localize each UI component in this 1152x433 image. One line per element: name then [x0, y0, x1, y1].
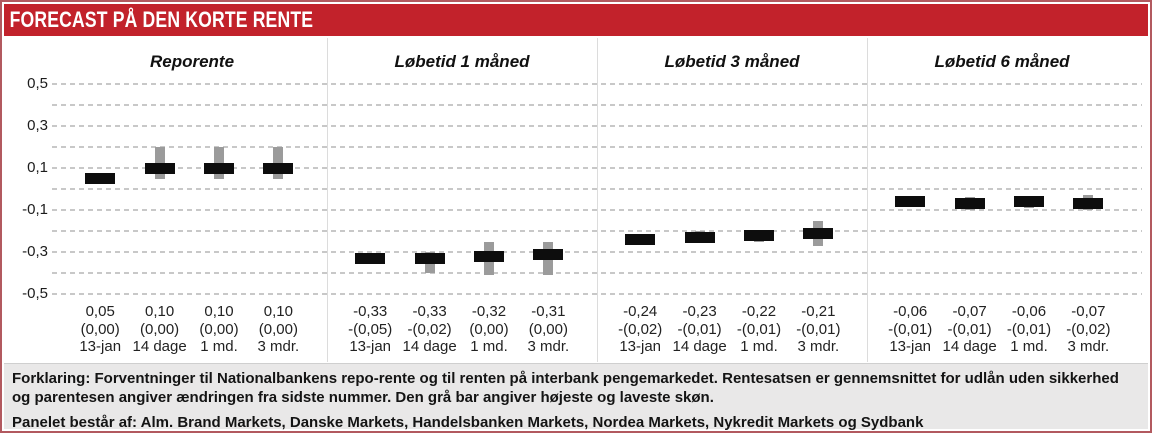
y-axis-tick-label: 0,3 [27, 117, 48, 134]
point-period-label: 3 mdr. [257, 338, 300, 355]
point-period-label: 13-jan [349, 338, 392, 355]
point-label-group: -0,21 -(0,01) 3 mdr. [796, 303, 840, 356]
point-period-label: 14 dage [672, 338, 727, 355]
point-label-group: -0,06 -(0,01) 13-jan [888, 303, 932, 356]
point-change-label: -(0,01) [888, 320, 933, 338]
point-period-label: 13-jan [889, 338, 932, 355]
point-label-group: 0,10 (0,00) 3 mdr. [258, 303, 300, 356]
point-change-label: (0,00) [528, 320, 568, 338]
point-label-group: 0,05 (0,00) 13-jan [79, 303, 121, 356]
point-change-label: (0,00) [199, 320, 239, 338]
point-change-label: -(0,02) [618, 320, 663, 338]
y-axis-tick-label: -0,3 [22, 243, 48, 260]
point-value-label: -0,06 [893, 303, 928, 320]
point-label-group: 0,10 (0,00) 14 dage [132, 303, 186, 356]
chart-header-bar: FORECAST PÅ DEN KORTE RENTE [4, 4, 1148, 36]
point-change-label: (0,00) [139, 320, 180, 338]
point-label-group: -0,33 -(0,02) 14 dage [402, 303, 456, 356]
point-period-label: 1 md. [470, 338, 508, 355]
value-bar [414, 252, 445, 264]
point-change-label: (0,00) [258, 320, 298, 338]
value-bar [1073, 198, 1104, 210]
value-bar [204, 162, 234, 174]
point-change-label: (0,00) [469, 320, 509, 338]
point-value-label: -0,32 [471, 303, 507, 320]
value-bar [803, 227, 834, 239]
point-change-label: -(0,01) [1006, 320, 1052, 338]
point-period-label: 1 md. [740, 338, 778, 355]
point-change-label: -(0,01) [677, 320, 722, 338]
point-label-group: -0,23 -(0,01) 14 dage [672, 303, 726, 356]
panel-separator [327, 38, 328, 362]
point-value-label: -0,07 [952, 303, 987, 320]
point-period-label: 3 mdr. [797, 338, 840, 355]
panel-separator [597, 38, 598, 362]
point-value-label: 0,10 [263, 303, 293, 320]
value-bar [474, 250, 504, 262]
value-bar [625, 233, 656, 245]
y-axis-tick-label: 0,5 [27, 75, 48, 92]
panel-title: Løbetid 3 måned [664, 52, 800, 71]
point-period-label: 3 mdr. [527, 338, 570, 355]
panel-separator [867, 38, 868, 362]
point-label-group: -0,31 (0,00) 3 mdr. [528, 303, 570, 356]
y-axis-tick-label: 0,1 [27, 159, 48, 176]
chart-title: FORECAST PÅ DEN KORTE RENTE [9, 7, 314, 32]
y-axis-tick-label: -0,5 [22, 285, 48, 302]
panel-title: Løbetid 1 måned [394, 52, 530, 71]
point-change-label: -(0,01) [796, 320, 841, 338]
point-period-label: 1 md. [200, 338, 238, 355]
point-value-label: -0,21 [801, 303, 836, 320]
point-change-label: -(0,02) [407, 320, 452, 338]
value-bar [744, 229, 774, 241]
point-value-label: -0,24 [623, 303, 658, 320]
value-bar [1014, 196, 1044, 208]
point-change-label: -(0,05) [348, 320, 393, 338]
value-bar [533, 248, 564, 260]
value-bar [355, 252, 386, 264]
point-label-group: -0,07 -(0,01) 14 dage [942, 303, 996, 356]
point-period-label: 14 dage [402, 338, 457, 355]
point-period-label: 14 dage [132, 338, 187, 355]
chart-footnote: Forklaring: Forventninger til Nationalba… [4, 363, 1148, 431]
point-label-group: -0,32 (0,00) 1 md. [469, 303, 508, 356]
point-period-label: 14 dage [942, 338, 997, 355]
point-value-label: 0,05 [85, 303, 115, 320]
point-value-label: -0,22 [741, 303, 777, 320]
point-period-label: 3 mdr. [1067, 338, 1110, 355]
panel-title: Løbetid 6 måned [934, 52, 1070, 71]
point-period-label: 1 md. [1010, 338, 1048, 355]
point-value-label: 0,10 [144, 303, 175, 320]
value-bar [144, 162, 175, 174]
point-value-label: -0,07 [1071, 303, 1106, 320]
point-change-label: -(0,01) [947, 320, 992, 338]
point-label-group: -0,06 -(0,01) 1 md. [1007, 303, 1051, 356]
panel-title: Reporente [149, 52, 235, 71]
y-axis-tick-label: -0,1 [22, 201, 48, 218]
point-period-label: 13-jan [619, 338, 662, 355]
point-change-label: -(0,02) [1066, 320, 1111, 338]
footnote-explanation: Forklaring: Forventninger til Nationalba… [12, 370, 1119, 406]
value-bar [895, 196, 926, 208]
point-label-group: -0,07 -(0,02) 3 mdr. [1066, 303, 1110, 356]
footnote-panel-members: Panelet består af: Alm. Brand Markets, D… [12, 414, 924, 431]
point-change-label: (0,00) [80, 320, 120, 338]
point-value-label: -0,33 [353, 303, 388, 320]
point-value-label: 0,10 [204, 303, 234, 320]
point-value-label: -0,23 [682, 303, 717, 320]
point-change-label: -(0,01) [736, 320, 782, 338]
point-label-group: -0,22 -(0,01) 1 md. [737, 303, 781, 356]
point-label-group: -0,33 -(0,05) 13-jan [348, 303, 392, 356]
point-period-label: 13-jan [79, 338, 122, 355]
point-value-label: -0,33 [412, 303, 447, 320]
value-bar [684, 231, 715, 243]
value-bar [263, 162, 294, 174]
point-value-label: -0,06 [1011, 303, 1047, 320]
value-bar [85, 173, 116, 184]
point-label-group: 0,10 (0,00) 1 md. [199, 303, 238, 356]
point-value-label: -0,31 [531, 303, 566, 320]
value-bar [954, 198, 985, 210]
point-label-group: -0,24 -(0,02) 13-jan [618, 303, 662, 356]
